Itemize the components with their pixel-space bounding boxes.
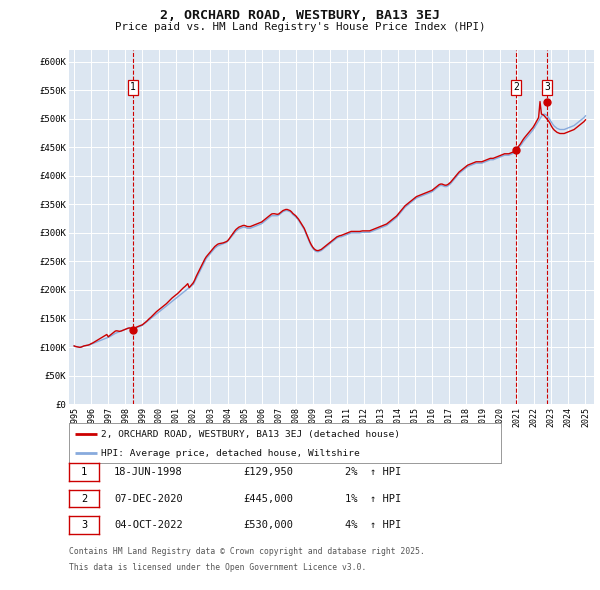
Text: 1: 1 [81, 467, 87, 477]
Text: Contains HM Land Registry data © Crown copyright and database right 2025.: Contains HM Land Registry data © Crown c… [69, 547, 425, 556]
Text: HPI: Average price, detached house, Wiltshire: HPI: Average price, detached house, Wilt… [101, 448, 360, 458]
Text: 07-DEC-2020: 07-DEC-2020 [114, 494, 183, 503]
Text: 2: 2 [513, 83, 519, 92]
Text: 3: 3 [544, 83, 550, 92]
Text: 2, ORCHARD ROAD, WESTBURY, BA13 3EJ (detached house): 2, ORCHARD ROAD, WESTBURY, BA13 3EJ (det… [101, 430, 400, 439]
Text: Price paid vs. HM Land Registry's House Price Index (HPI): Price paid vs. HM Land Registry's House … [115, 22, 485, 32]
Text: £445,000: £445,000 [243, 494, 293, 503]
Text: 1: 1 [130, 83, 136, 92]
Text: £530,000: £530,000 [243, 520, 293, 530]
Text: 04-OCT-2022: 04-OCT-2022 [114, 520, 183, 530]
Text: 4%  ↑ HPI: 4% ↑ HPI [345, 520, 401, 530]
Text: 2%  ↑ HPI: 2% ↑ HPI [345, 467, 401, 477]
Text: 1%  ↑ HPI: 1% ↑ HPI [345, 494, 401, 503]
Text: 2, ORCHARD ROAD, WESTBURY, BA13 3EJ: 2, ORCHARD ROAD, WESTBURY, BA13 3EJ [160, 9, 440, 22]
Text: £129,950: £129,950 [243, 467, 293, 477]
Text: 2: 2 [81, 494, 87, 503]
Text: This data is licensed under the Open Government Licence v3.0.: This data is licensed under the Open Gov… [69, 563, 367, 572]
Text: 3: 3 [81, 520, 87, 530]
Text: 18-JUN-1998: 18-JUN-1998 [114, 467, 183, 477]
